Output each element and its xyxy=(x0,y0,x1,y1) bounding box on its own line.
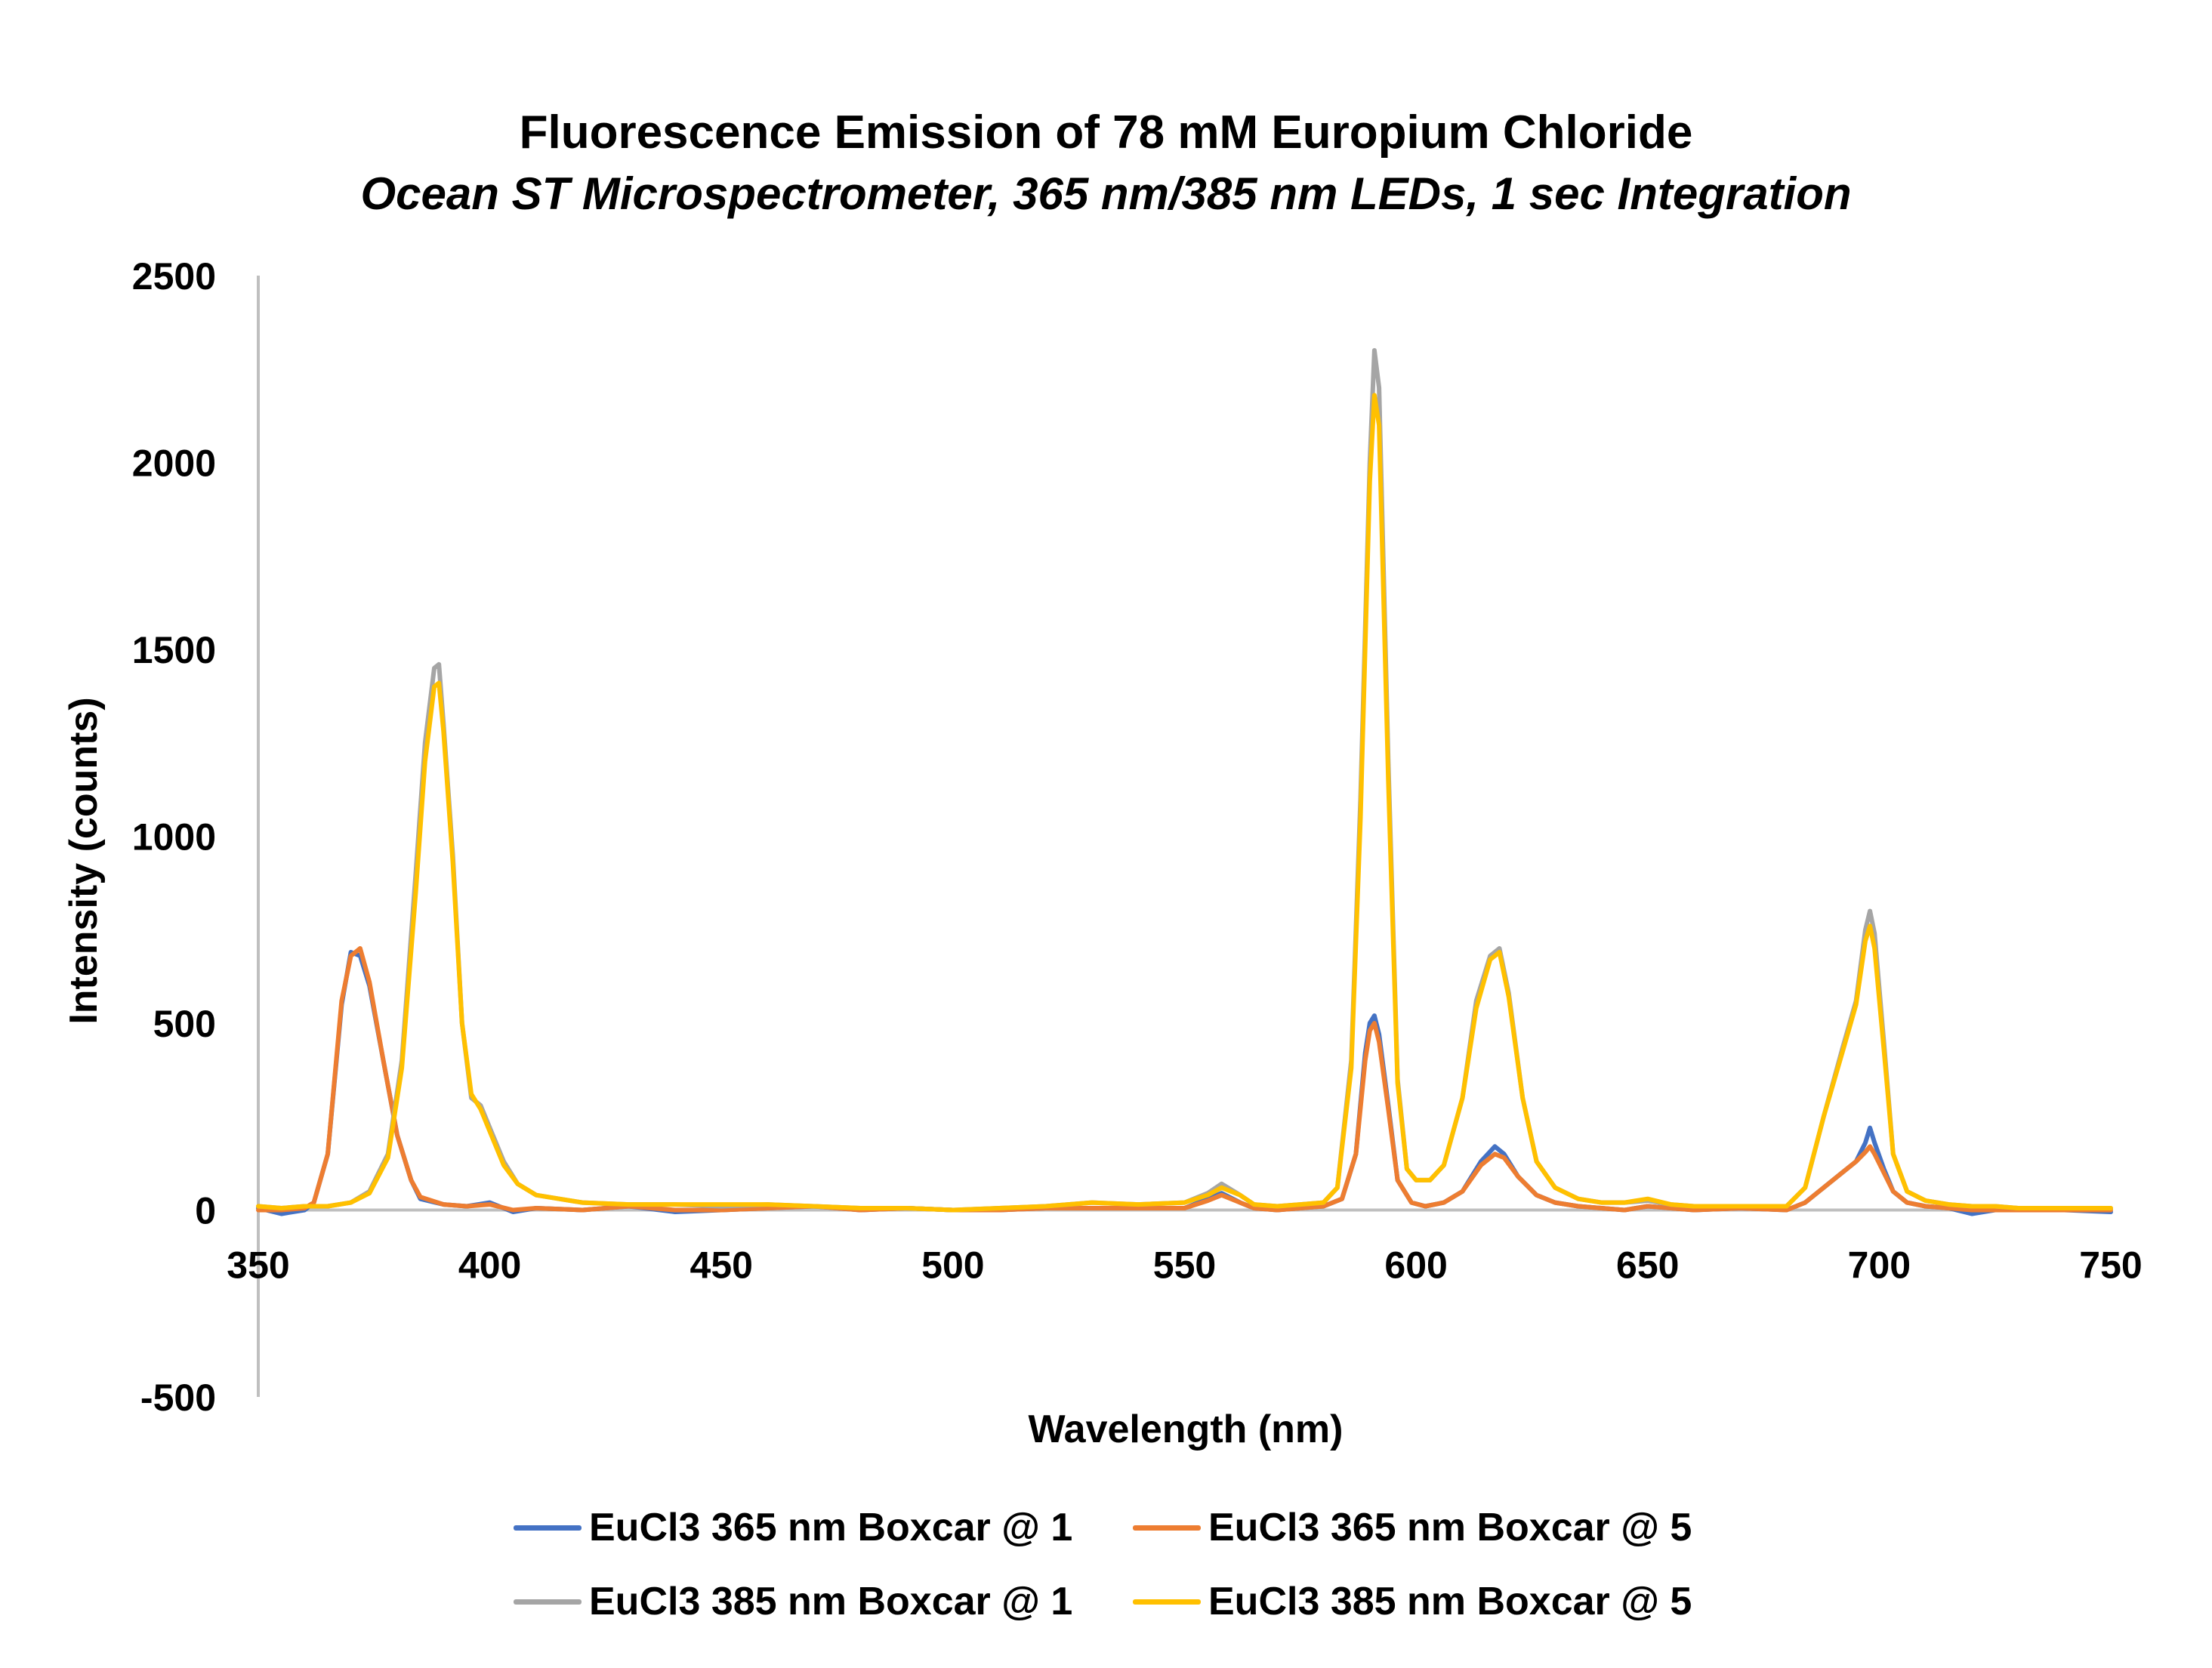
legend-label: EuCl3 385 nm Boxcar @ 5 xyxy=(1208,1580,1692,1623)
x-tick-label: 600 xyxy=(1384,1244,1447,1287)
legend-item: EuCl3 385 nm Boxcar @ 5 xyxy=(1133,1575,1752,1628)
x-tick-label: 400 xyxy=(458,1244,521,1287)
y-tick-label: -500 xyxy=(140,1377,216,1419)
x-tick-label: 500 xyxy=(921,1244,984,1287)
legend: EuCl3 365 nm Boxcar @ 1 EuCl3 365 nm Box… xyxy=(514,1501,1797,1628)
legend-item: EuCl3 385 nm Boxcar @ 1 xyxy=(514,1575,1133,1628)
chart-subtitle: Ocean ST Microspectrometer, 365 nm/385 n… xyxy=(360,168,1852,219)
x-tick-label: 650 xyxy=(1616,1244,1679,1287)
y-tick-label: 0 xyxy=(195,1190,216,1232)
y-tick-label: 2500 xyxy=(132,255,216,298)
y-tick-label: 1500 xyxy=(132,629,216,671)
chart-title: Fluorescence Emission of 78 mM Europium … xyxy=(519,106,1693,159)
y-axis-label: Intensity (counts) xyxy=(62,697,106,1024)
series-lines xyxy=(256,348,2113,1216)
legend-label: EuCl3 385 nm Boxcar @ 1 xyxy=(589,1580,1073,1623)
x-axis-label: Wavelength (nm) xyxy=(1029,1407,1344,1451)
x-tick-label: 450 xyxy=(690,1244,753,1287)
y-tick-labels: 2500 2000 1500 1000 500 0 -500 xyxy=(132,255,216,1419)
legend-item: EuCl3 365 nm Boxcar @ 5 xyxy=(1133,1501,1752,1554)
legend-swatch xyxy=(514,1599,582,1605)
x-tick-label: 700 xyxy=(1848,1244,1911,1287)
legend-swatch xyxy=(1133,1525,1201,1531)
series-line-2 xyxy=(256,946,2113,1213)
x-tick-label: 550 xyxy=(1153,1244,1216,1287)
series-line-4 xyxy=(256,393,2113,1213)
legend-label: EuCl3 365 nm Boxcar @ 1 xyxy=(589,1506,1073,1549)
y-tick-label: 1000 xyxy=(132,816,216,859)
legend-swatch xyxy=(514,1525,582,1531)
x-tick-label: 350 xyxy=(227,1244,289,1287)
legend-item: EuCl3 365 nm Boxcar @ 1 xyxy=(514,1501,1133,1554)
x-tick-labels: 350 400 450 500 550 600 650 700 750 xyxy=(227,1244,2142,1287)
legend-swatch xyxy=(1133,1599,1201,1605)
legend-label: EuCl3 365 nm Boxcar @ 5 xyxy=(1208,1506,1692,1549)
y-tick-label: 500 xyxy=(153,1003,216,1045)
y-tick-label: 2000 xyxy=(132,442,216,485)
x-tick-label: 750 xyxy=(2079,1244,2142,1287)
